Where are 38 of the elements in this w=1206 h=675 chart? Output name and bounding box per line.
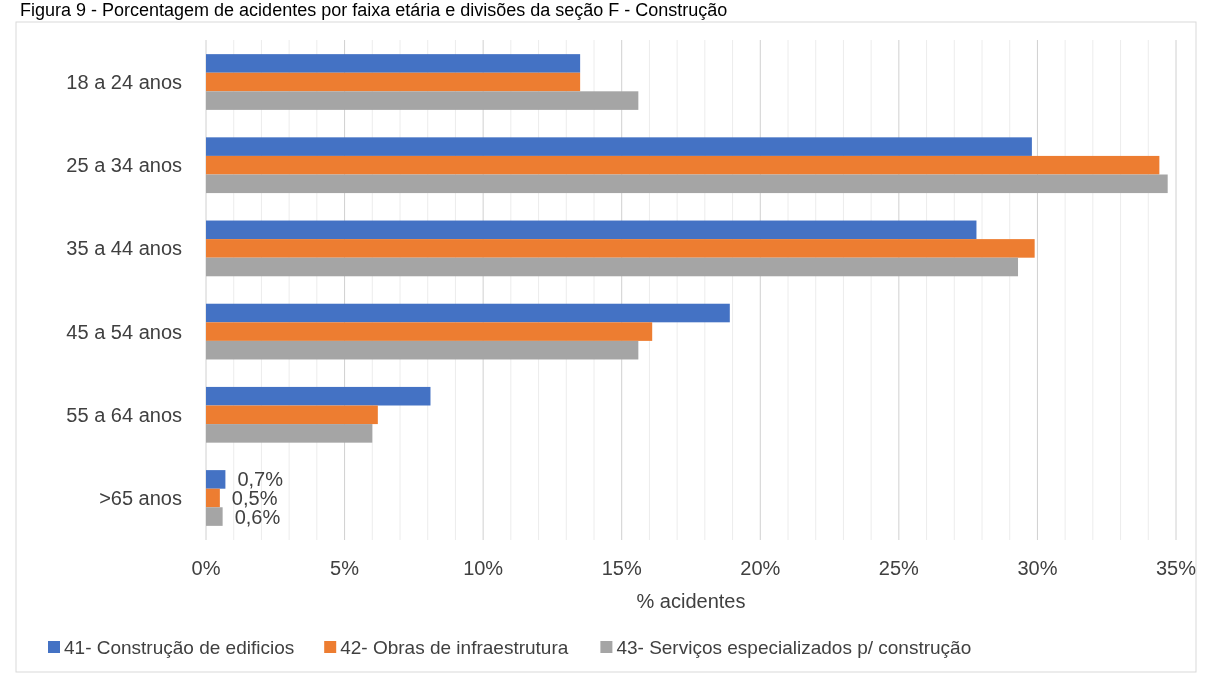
bar — [206, 91, 639, 110]
bar — [206, 424, 373, 443]
bar — [206, 340, 639, 360]
bar — [206, 174, 1168, 194]
bar — [206, 386, 431, 406]
x-tick-label: 25% — [878, 557, 920, 579]
legend-label: 43- Serviços especializados p/ construção — [616, 636, 972, 658]
bar — [206, 488, 220, 508]
legend-label: 42- Obras de infraestrutura — [340, 636, 569, 658]
x-tick-label: 0% — [191, 557, 221, 579]
bar — [206, 470, 226, 489]
y-tick-label: 55 a 64 anos — [66, 403, 182, 426]
x-tick-label: 20% — [740, 557, 781, 579]
bar — [206, 257, 1019, 277]
y-tick-label: 25 a 34 anos — [66, 154, 182, 177]
x-tick-label: 35% — [1155, 557, 1197, 579]
x-tick-label: 10% — [463, 557, 504, 579]
bar — [206, 507, 223, 526]
chart-title: Figura 9 - Porcentagem de acidentes por faixa etária e divisões da seção F - Construção — [20, 0, 728, 20]
y-tick-label: 45 a 54 anos — [66, 320, 182, 343]
bar — [206, 239, 1035, 258]
x-tick-label: 30% — [1017, 557, 1058, 579]
data-label: 0,7% — [237, 468, 284, 491]
x-tick-label: 15% — [601, 557, 642, 579]
bar — [206, 155, 1160, 175]
bar — [206, 405, 378, 425]
legend-label: 41- Construção de edificios — [64, 636, 295, 658]
y-tick-label: 18 a 24 anos — [66, 71, 182, 94]
bar — [206, 303, 730, 323]
bar — [206, 54, 581, 73]
bar — [206, 322, 653, 341]
bar — [206, 220, 977, 240]
bar — [206, 137, 1032, 156]
x-axis-title: % acidentes — [636, 590, 746, 612]
y-tick-label: >65 anos — [99, 486, 182, 509]
x-tick-label: 5% — [330, 557, 360, 579]
y-tick-label: 35 a 44 anos — [66, 237, 182, 260]
bar — [206, 72, 581, 92]
